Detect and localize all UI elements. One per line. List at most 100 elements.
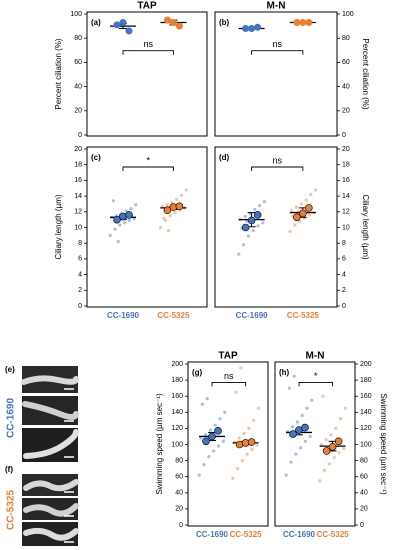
cell-point: [318, 479, 322, 483]
cell-point: [324, 438, 328, 442]
y-tick-label: 0: [360, 522, 364, 529]
cell-point: [305, 406, 309, 410]
cell-point: [288, 229, 292, 234]
cell-point: [342, 446, 346, 451]
cell-point: [118, 223, 122, 227]
x-tick-label: CC-1690: [196, 530, 229, 539]
cell-point: [213, 423, 217, 427]
y-tick-label: 6: [342, 256, 346, 263]
y-tick-label: 140: [171, 409, 183, 416]
x-tick-label: CC-5325: [317, 530, 350, 539]
significance-label: ns: [224, 371, 234, 381]
y-tick-label: 180: [171, 377, 183, 384]
panel-label: (e): [5, 365, 15, 374]
y-tick-label: 0: [179, 522, 183, 529]
y-tick-label: 14: [74, 193, 82, 200]
cell-point: [113, 227, 117, 231]
cilium: [23, 527, 79, 541]
plot-frame: [214, 146, 338, 308]
y-axis-label: Percent ciliation (%): [361, 38, 370, 109]
y-tick-label: 8: [78, 240, 82, 247]
y-tick-label: 20: [175, 506, 183, 513]
cell-point: [300, 413, 304, 418]
x-tick-label: CC-1690: [107, 311, 140, 320]
cell-point: [250, 447, 254, 451]
x-tick-label: CC-5325: [230, 530, 263, 539]
cell-point: [162, 216, 166, 220]
y-tick-label: 100: [70, 11, 82, 18]
significance-label: *: [314, 371, 318, 381]
x-tick-label: CC-1690: [283, 530, 316, 539]
cell-point: [334, 426, 338, 430]
y-tick-label: 12: [74, 209, 82, 216]
cell-point: [202, 463, 206, 467]
y-tick-label: 80: [175, 457, 183, 464]
panel-label: (b): [219, 18, 230, 27]
panel-label: (h): [279, 368, 290, 377]
scale-bars: [64, 388, 74, 543]
replicate-point: [163, 16, 171, 24]
cell-point: [292, 374, 296, 378]
y-tick-label: 180: [360, 377, 372, 384]
cell-point: [108, 233, 112, 237]
replicate-point: [248, 25, 256, 33]
cilium: [21, 375, 79, 385]
cell-point: [132, 217, 136, 221]
cell-point: [253, 207, 257, 212]
cell-point: [208, 428, 212, 432]
cell-point: [200, 402, 204, 406]
y-tick-label: 16: [342, 177, 350, 184]
cell-point: [256, 406, 260, 410]
y-tick-label: 20: [342, 146, 350, 153]
cell-point: [261, 221, 265, 225]
cell-point: [204, 433, 208, 437]
y-tick-label: 12: [342, 209, 350, 216]
cell-point: [216, 444, 220, 448]
replicate-point: [301, 423, 309, 432]
cell-point: [160, 204, 164, 208]
cell-point: [175, 197, 179, 201]
y-axis-label: Ciliary length (µm): [54, 194, 63, 259]
y-tick-label: 60: [360, 474, 368, 481]
y-axis-label: Percent ciliation (%): [54, 38, 63, 109]
y-tick-label: 100: [342, 11, 354, 18]
cell-point: [116, 240, 120, 244]
cell-point: [221, 439, 225, 443]
y-tick-label: 14: [342, 193, 350, 200]
y-tick-label: 40: [175, 490, 183, 497]
significance-bracket: [251, 166, 304, 171]
y-tick-label: 20: [360, 506, 368, 513]
cell-point: [255, 443, 259, 447]
cilium: [23, 503, 79, 517]
significance-label: *: [146, 155, 150, 165]
significance-label: ns: [272, 39, 282, 49]
cell-point: [207, 454, 211, 459]
significance-bracket: [211, 381, 247, 387]
strain-label: CC-1690: [6, 398, 17, 438]
x-tick-label: CC-5325: [157, 311, 190, 320]
cell-point: [329, 433, 333, 437]
y-tick-label: 40: [342, 83, 350, 90]
cell-point: [299, 446, 303, 450]
cell-point: [291, 425, 295, 429]
panel-title: M-N: [267, 1, 286, 12]
cell-point: [129, 207, 133, 211]
cell-point: [218, 417, 222, 421]
y-tick-label: 60: [74, 59, 82, 66]
replicate-point: [125, 27, 133, 35]
cilium: [22, 401, 79, 420]
replicate-point: [334, 437, 343, 446]
y-tick-label: 140: [360, 409, 372, 416]
significance-bracket: [251, 50, 304, 55]
y-tick-label: 80: [360, 457, 368, 464]
y-tick-label: 40: [360, 490, 368, 497]
replicate-point: [299, 18, 307, 26]
cell-point: [251, 229, 255, 233]
replicate-point: [113, 21, 121, 29]
y-tick-label: 6: [78, 256, 82, 263]
replicate-point: [202, 437, 210, 446]
cell-point: [262, 199, 266, 204]
cell-point: [295, 420, 299, 424]
cell-point: [170, 200, 174, 204]
